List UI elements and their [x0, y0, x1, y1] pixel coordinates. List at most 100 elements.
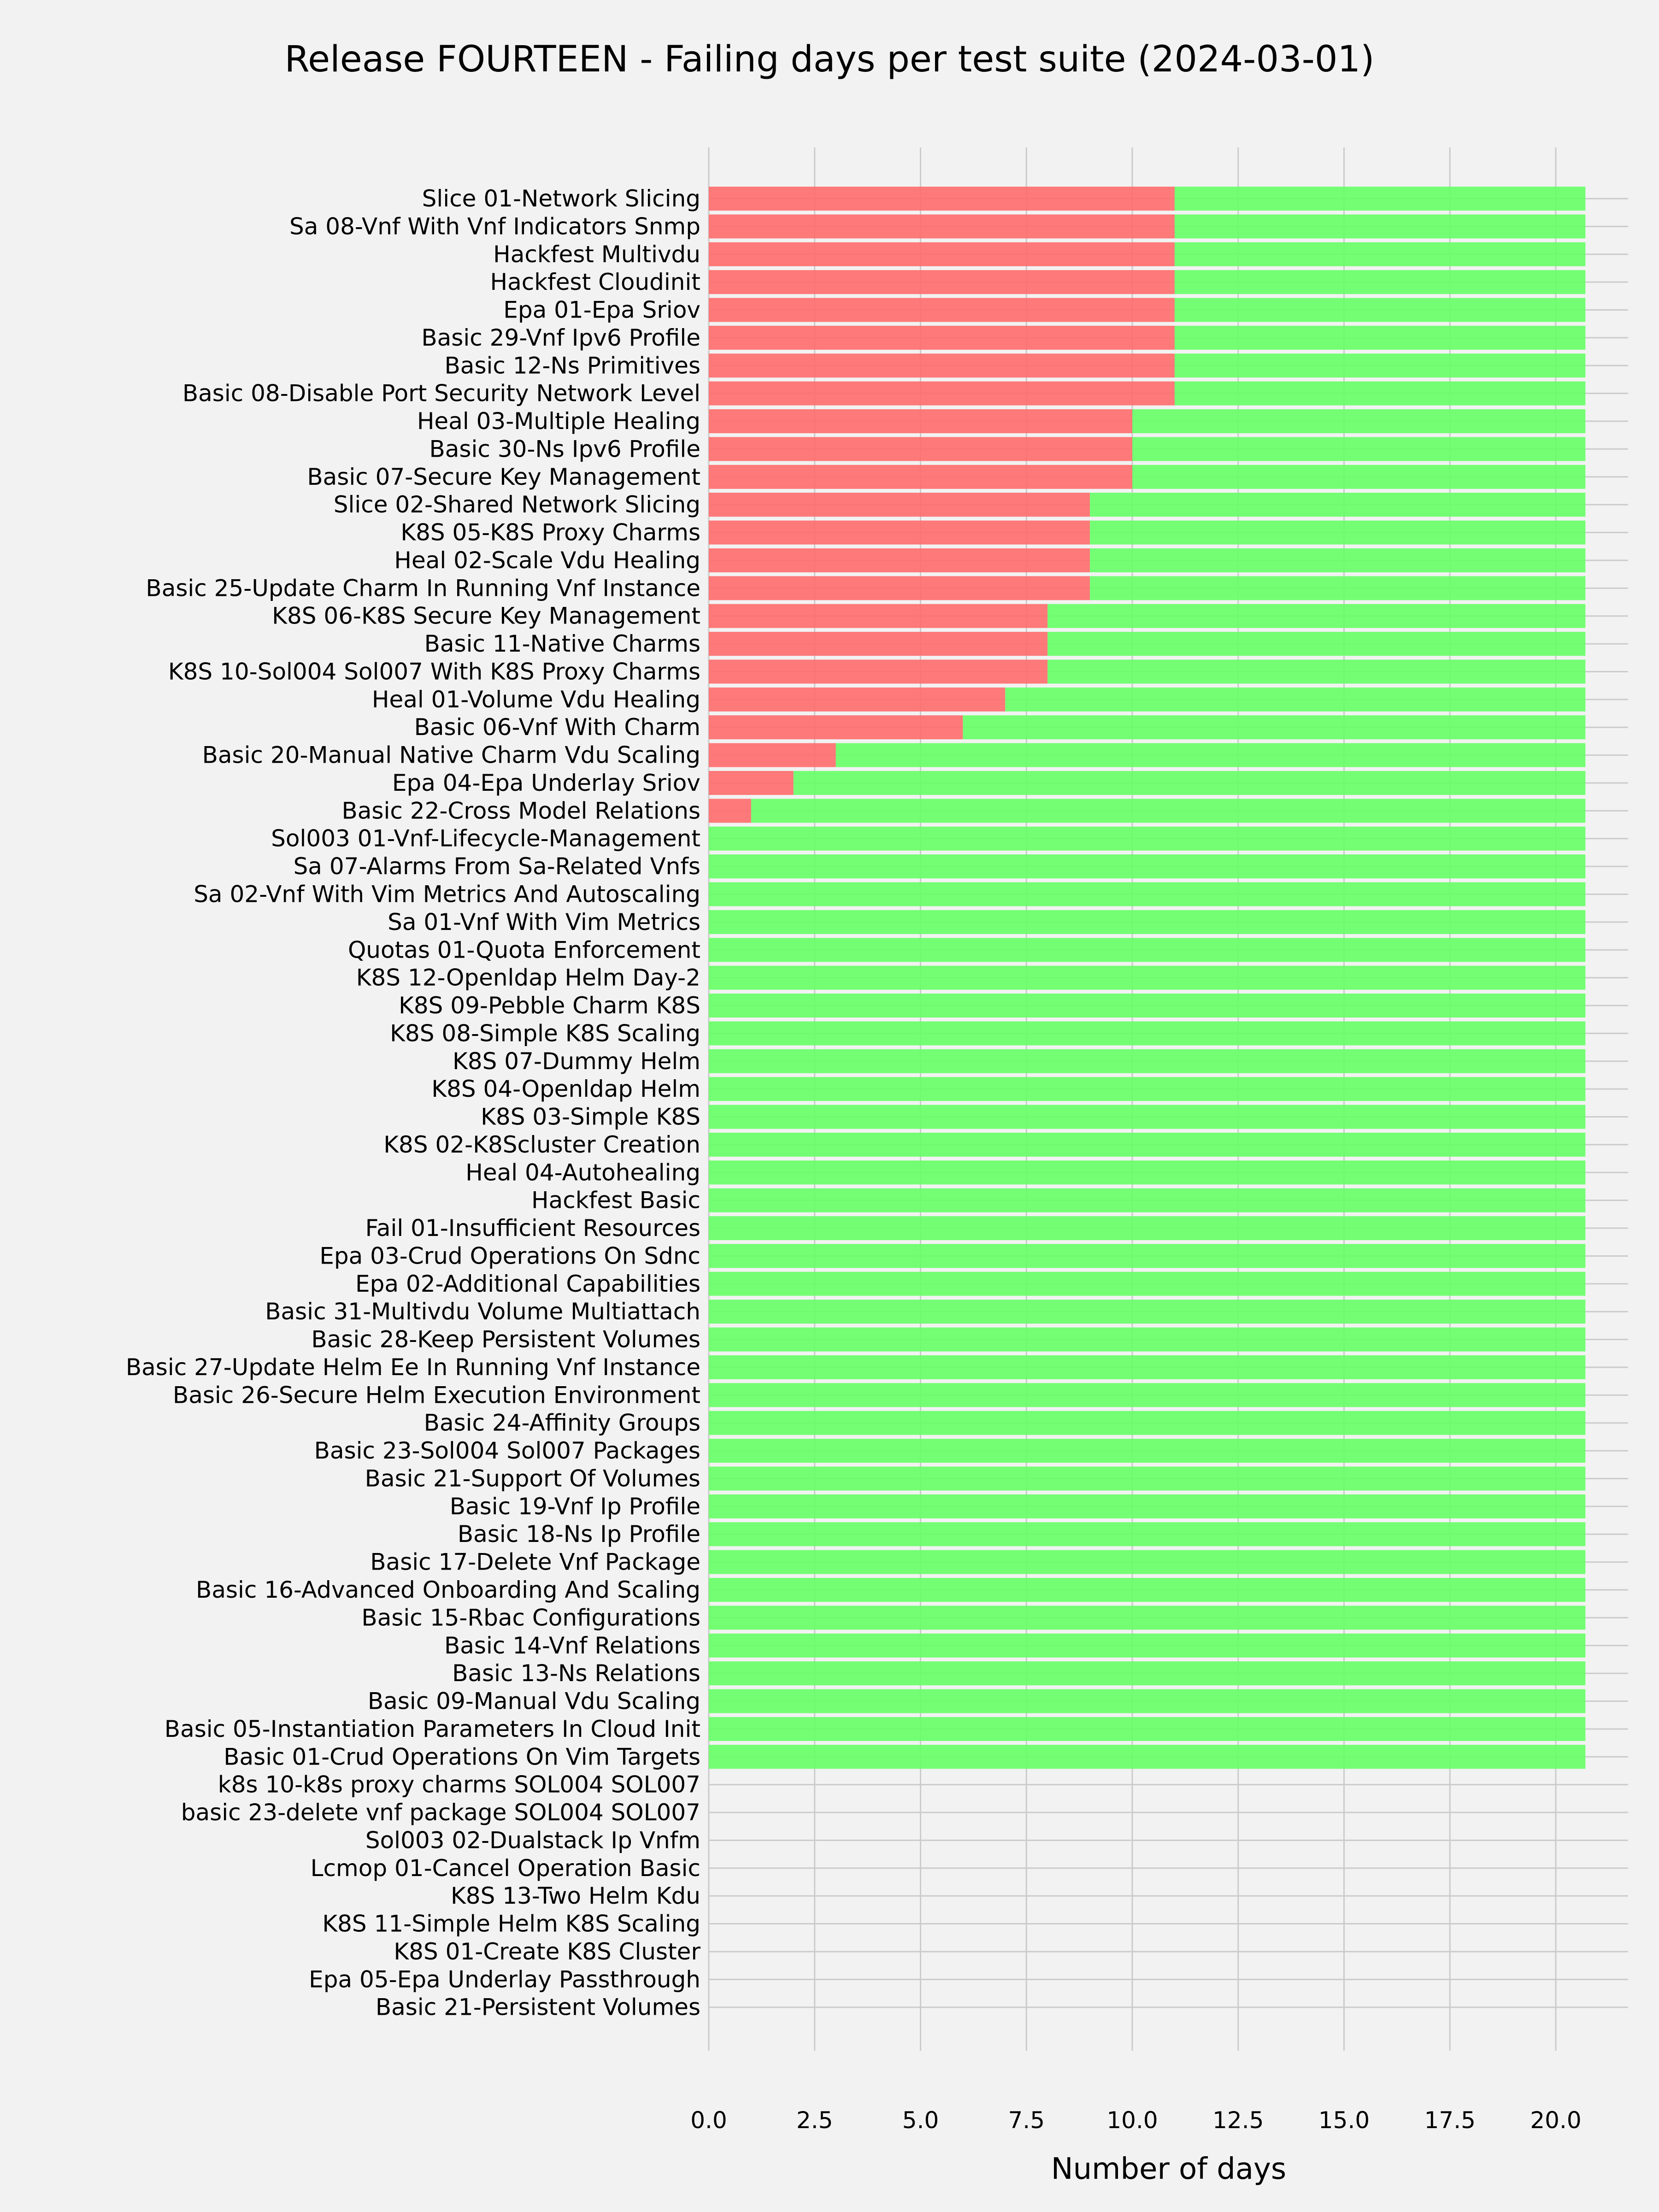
category-label: Basic 23-Sol004 Sol007 Packages — [314, 1437, 700, 1464]
category-label: K8S 06-K8S Secure Key Management — [272, 603, 700, 629]
bar-passing — [1174, 381, 1586, 406]
category-label: Basic 30-Ns Ipv6 Profile — [429, 435, 700, 462]
bar-passing — [709, 1466, 1586, 1491]
bar-failing — [709, 270, 1175, 294]
bar-passing — [1090, 520, 1586, 545]
bar-passing — [709, 1717, 1586, 1741]
category-label: Heal 01-Volume Vdu Healing — [372, 686, 700, 713]
category-label: Basic 13-Ns Relations — [452, 1660, 700, 1687]
x-axis-title: Number of days — [1051, 2152, 1287, 2186]
bar-passing — [1047, 632, 1586, 656]
bar-passing — [1132, 465, 1586, 489]
category-label: Basic 25-Update Charm In Running Vnf Ins… — [146, 575, 700, 601]
category-label: Sa 07-Alarms From Sa-Related Vnfs — [294, 853, 700, 880]
bar-passing — [709, 1550, 1586, 1574]
bar-passing — [709, 1745, 1586, 1769]
bar-failing — [709, 548, 1090, 572]
category-label: Sa 08-Vnf With Vnf Indicators Snmp — [289, 213, 700, 240]
bar-passing — [709, 938, 1586, 962]
bar-passing — [709, 1105, 1586, 1129]
category-label: K8S 10-Sol004 Sol007 With K8S Proxy Char… — [168, 658, 700, 685]
category-label: Basic 21-Persistent Volumes — [376, 1994, 700, 2021]
category-label: Slice 02-Shared Network Slicing — [334, 491, 700, 518]
category-label: Basic 24-Affinity Groups — [424, 1410, 700, 1436]
category-label: Basic 20-Manual Native Charm Vdu Scaling — [202, 742, 700, 769]
category-label: Hackfest Basic — [531, 1187, 700, 1214]
category-label: Slice 01-Network Slicing — [422, 185, 700, 212]
bar-failing — [709, 659, 1048, 684]
category-label: Sa 02-Vnf With Vim Metrics And Autoscali… — [194, 881, 700, 908]
bar-passing — [709, 1689, 1586, 1713]
bar-passing — [1090, 493, 1586, 517]
bar-passing — [1132, 409, 1586, 434]
category-label: Basic 22-Cross Model Relations — [341, 797, 700, 824]
category-label: Sol003 01-Vnf-Lifecycle-Management — [271, 825, 700, 852]
bar-passing — [1132, 437, 1586, 461]
x-tick-label: 15.0 — [1318, 2107, 1370, 2134]
bar-passing — [709, 1244, 1586, 1268]
bar-passing — [709, 826, 1586, 851]
bar-failing — [709, 187, 1175, 211]
bar-passing — [709, 1077, 1586, 1101]
bar-failing — [709, 604, 1048, 628]
bar-passing — [1174, 214, 1586, 239]
bars — [709, 187, 1586, 1769]
bar-passing — [709, 1411, 1586, 1435]
category-label: Heal 03-Multiple Healing — [417, 408, 700, 435]
category-label: K8S 04-Openldap Helm — [431, 1076, 700, 1102]
bar-passing — [709, 1383, 1586, 1407]
bar-failing — [709, 799, 751, 823]
x-tick-label: 2.5 — [796, 2107, 833, 2134]
category-label: Basic 17-Delete Vnf Package — [370, 1549, 700, 1576]
category-label: K8S 08-Simple K8S Scaling — [390, 1020, 700, 1047]
bar-passing — [709, 854, 1586, 879]
bar-failing — [709, 771, 794, 795]
category-label: Basic 12-Ns Primitives — [445, 352, 701, 379]
category-label: Lcmop 01-Cancel Operation Basic — [311, 1855, 700, 1882]
bar-passing — [709, 1494, 1586, 1518]
category-label: K8S 13-Two Helm Kdu — [451, 1883, 700, 1909]
x-tick-label: 12.5 — [1212, 2107, 1264, 2134]
bar-passing — [709, 1522, 1586, 1547]
category-label: Basic 07-Secure Key Management — [307, 464, 700, 490]
bar-passing — [1047, 659, 1586, 684]
category-label: Sa 01-Vnf With Vim Metrics — [388, 909, 700, 935]
bar-failing — [709, 743, 836, 767]
bar-passing — [709, 1271, 1586, 1296]
bar-passing — [1047, 604, 1586, 628]
bar-failing — [709, 576, 1090, 600]
bar-passing — [793, 771, 1586, 795]
category-label: Epa 03-Crud Operations On Sdnc — [319, 1242, 700, 1269]
bar-passing — [709, 1300, 1586, 1324]
bar-passing — [709, 1439, 1586, 1463]
bar-passing — [709, 1327, 1586, 1352]
category-label: Fail 01-Insufficient Resources — [365, 1215, 700, 1241]
category-label: Basic 21-Support Of Volumes — [365, 1465, 700, 1492]
category-label: Basic 31-Multivdu Volume Multiattach — [265, 1298, 700, 1325]
bar-failing — [709, 353, 1175, 378]
bar-passing — [709, 1132, 1586, 1157]
category-label: k8s 10-k8s proxy charms SOL004 SOL007 — [218, 1771, 700, 1798]
bar-passing — [751, 799, 1586, 823]
bar-failing — [709, 381, 1175, 406]
category-label: Basic 09-Manual Vdu Scaling — [368, 1688, 700, 1715]
x-tick-label: 10.0 — [1106, 2107, 1158, 2134]
category-label: Basic 16-Advanced Onboarding And Scaling — [196, 1577, 700, 1603]
bar-passing — [709, 1021, 1586, 1046]
category-label: K8S 02-K8Scluster Creation — [383, 1131, 700, 1158]
category-label: K8S 11-Simple Helm K8S Scaling — [322, 1911, 700, 1937]
category-label: Basic 26-Secure Helm Execution Environme… — [173, 1382, 700, 1408]
category-label: K8S 03-Simple K8S — [481, 1104, 700, 1130]
bar-failing — [709, 465, 1132, 489]
bar-passing — [1174, 353, 1586, 378]
bar-passing — [709, 1578, 1586, 1602]
bar-passing — [709, 1355, 1586, 1379]
bar-passing — [835, 743, 1586, 767]
category-label: Basic 08-Disable Port Security Network L… — [182, 380, 700, 407]
category-label: Quotas 01-Quota Enforcement — [348, 936, 700, 963]
x-tick-label: 5.0 — [902, 2107, 939, 2134]
x-tick-label: 20.0 — [1530, 2107, 1581, 2134]
bar-passing — [709, 994, 1586, 1018]
